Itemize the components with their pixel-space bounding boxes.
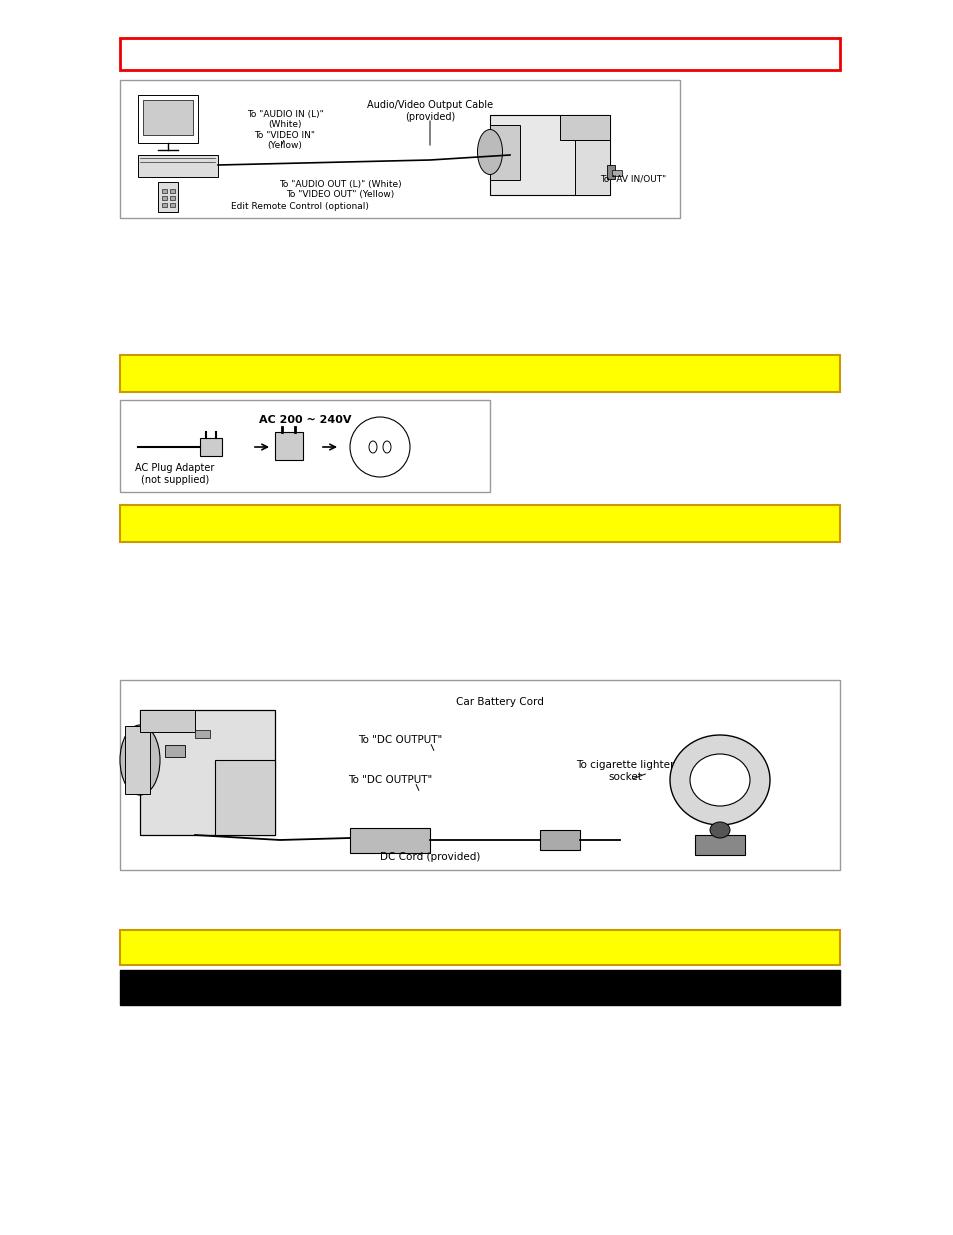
Ellipse shape [120,725,160,795]
Bar [162,196,167,200]
Ellipse shape [369,441,376,453]
Bar [158,182,178,212]
Bar [138,95,198,143]
Text: DC Cord (provided): DC Cord (provided) [379,852,479,862]
Bar [140,710,194,732]
Text: To "DC OUTPUT": To "DC OUTPUT" [357,735,441,745]
Text: To "AUDIO OUT (L)" (White)
To "VIDEO OUT" (Yellow): To "AUDIO OUT (L)" (White) To "VIDEO OUT… [278,180,401,199]
Text: Car Battery Cord: Car Battery Cord [456,697,543,706]
Bar [170,196,174,200]
Text: To "AUDIO IN (L)"
(White)
To "VIDEO IN"
(Yellow): To "AUDIO IN (L)" (White) To "VIDEO IN" … [247,110,323,151]
Bar [274,432,303,459]
Text: To "DC OUTPUT": To "DC OUTPUT" [348,776,432,785]
Bar [143,100,193,135]
Text: Edit Remote Control (optional): Edit Remote Control (optional) [231,203,369,211]
Bar [120,680,840,869]
Bar [125,726,150,794]
Ellipse shape [689,755,749,806]
Bar [140,710,274,835]
Bar [120,400,490,492]
Ellipse shape [382,441,391,453]
Bar [120,505,840,542]
Text: To cigarette lighter
socket: To cigarette lighter socket [576,760,674,782]
Bar [138,156,218,177]
Text: Audio/Video Output Cable
(provided): Audio/Video Output Cable (provided) [367,100,493,121]
Bar [695,835,744,855]
Bar [165,745,185,757]
Text: AC 200 ~ 240V: AC 200 ~ 240V [258,415,351,425]
Text: To "AV IN/OUT": To "AV IN/OUT" [599,175,665,184]
Bar [162,189,167,193]
Bar [559,115,609,140]
Bar [350,827,430,853]
Bar [214,760,274,835]
Bar [120,969,840,1005]
Bar [575,140,609,195]
Bar [120,930,840,965]
Bar [490,115,609,195]
Circle shape [350,417,410,477]
Bar [120,80,679,219]
Ellipse shape [669,735,769,825]
Bar [170,203,174,207]
Bar [490,125,519,180]
Bar [170,189,174,193]
Bar [120,38,840,70]
Bar [200,438,222,456]
Bar [612,170,621,177]
Ellipse shape [709,823,729,839]
Bar [162,203,167,207]
Bar [194,730,210,739]
Bar [120,354,840,391]
Ellipse shape [477,130,502,174]
Bar [606,165,615,179]
Text: AC Plug Adapter
(not supplied): AC Plug Adapter (not supplied) [135,463,214,484]
Bar [539,830,579,850]
